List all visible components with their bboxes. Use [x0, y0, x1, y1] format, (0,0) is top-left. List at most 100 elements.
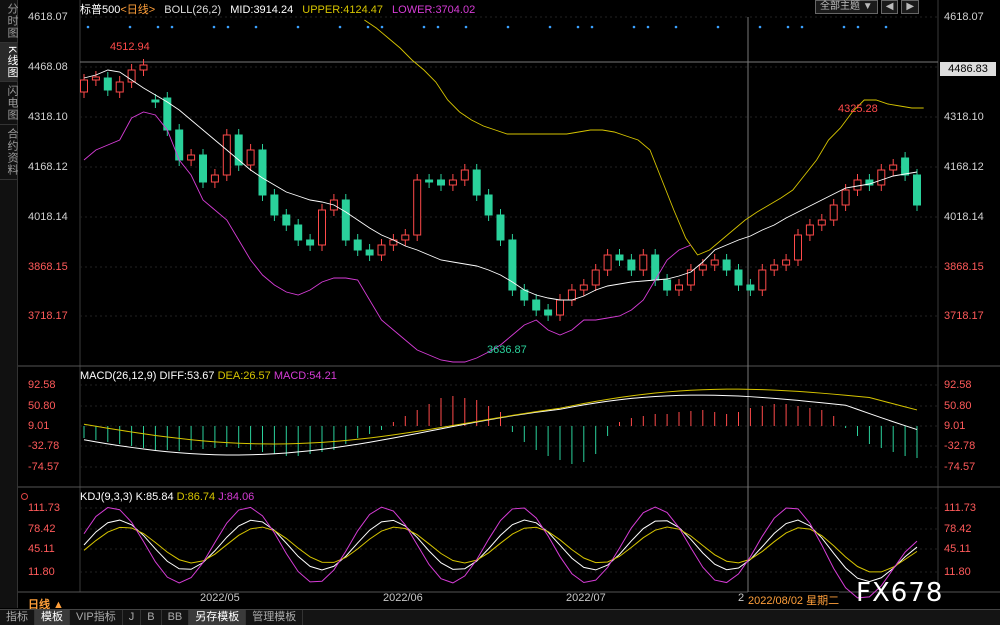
tab-timeshare[interactable]: 分时图	[0, 0, 18, 43]
candle-body	[199, 154, 207, 183]
bottom-tabs: 指标 模板 VIP指标 J B BB 另存模板 管理模板	[0, 609, 1000, 625]
current-price-tag: 4486.83	[940, 62, 996, 76]
y-left-1: 4468.08	[28, 61, 68, 73]
indicator-toggle-icon[interactable]	[21, 493, 28, 500]
kdj-yr-1: 78.42	[944, 523, 972, 535]
kdj-yr-3: 11.80	[944, 566, 971, 578]
signal-dot	[156, 25, 160, 29]
candle-body	[770, 264, 779, 271]
y-left-3: 4168.12	[28, 161, 68, 173]
candle-body	[758, 269, 767, 291]
tab-manage-template[interactable]: 管理模板	[246, 610, 304, 625]
candle-body	[80, 79, 88, 93]
macd-yr-1: 50.80	[944, 400, 972, 412]
macd-legend: MACD(26,12,9) DIFF:53.67 DEA:26.57 MACD:…	[80, 370, 337, 382]
macd-y-1: 50.80	[28, 400, 56, 412]
tab-save-template[interactable]: 另存模板	[189, 610, 247, 625]
signal-dot	[576, 25, 580, 29]
signal-dot	[254, 25, 258, 29]
candle-body	[794, 234, 802, 261]
prev-button[interactable]: ◀	[880, 0, 899, 14]
candle-body	[163, 97, 172, 131]
candle-body	[639, 254, 648, 271]
tab-indicator[interactable]: 指标	[0, 610, 35, 625]
candle-body	[615, 254, 624, 261]
macd-histogram	[83, 396, 918, 464]
candle-body	[222, 134, 231, 176]
y-left-6: 3718.17	[28, 310, 68, 322]
candle-body	[115, 81, 124, 93]
signal-dot	[338, 25, 342, 29]
signal-dot	[86, 25, 90, 29]
macd-value: MACD:54.21	[273, 370, 337, 382]
signal-dot	[548, 25, 552, 29]
tab-contract[interactable]: 合约资料	[0, 125, 18, 181]
candle-body	[686, 269, 695, 286]
toolbar-right: 全部主题 ▼ ◀ ▶	[815, 0, 922, 14]
signal-dot	[590, 25, 594, 29]
tab-b[interactable]: B	[141, 610, 162, 625]
y-right-2: 4318.10	[944, 111, 984, 123]
macd-y-3: -32.78	[28, 440, 60, 452]
signal-dot	[506, 25, 510, 29]
tab-kline[interactable]: K线图	[0, 43, 18, 83]
tab-template[interactable]: 模板	[35, 610, 70, 625]
signal-dot	[646, 25, 650, 29]
signal-dot	[674, 25, 678, 29]
candle-body	[413, 179, 422, 236]
signal-dot	[380, 25, 384, 29]
macd-yr-2: 9.01	[944, 420, 966, 432]
candle-body	[556, 299, 564, 316]
signal-dot	[800, 25, 804, 29]
tab-bb[interactable]: BB	[162, 610, 190, 625]
chevron-down-icon: ▼	[862, 1, 873, 12]
kdj-y-1: 78.42	[28, 523, 56, 535]
candle-body	[91, 76, 100, 81]
theme-label: 全部主题	[820, 1, 860, 12]
next-button[interactable]: ▶	[901, 0, 920, 14]
boll-label: BOLL(26,2)	[164, 4, 222, 16]
y-left-0: 4618.07	[28, 11, 68, 23]
date-label: 2022/06	[383, 592, 423, 604]
macd-diff: DIFF:53.67	[159, 370, 215, 382]
watermark: FX678	[856, 578, 944, 608]
tab-j[interactable]: J	[123, 610, 142, 625]
candle-body	[175, 129, 184, 161]
kdj-y-2: 45.11	[28, 543, 55, 555]
kdj-j: J:84.06	[218, 491, 255, 503]
y-right-0: 4618.07	[944, 11, 984, 23]
signal-dot	[716, 25, 720, 29]
candle-body	[829, 204, 838, 221]
period-selector[interactable]: 日线 ▲	[28, 599, 64, 611]
symbol-name: 标普500	[80, 4, 121, 16]
kdj-title: KDJ(9,3,3)	[80, 491, 133, 503]
kdj-k: K:85.84	[135, 491, 174, 503]
theme-select[interactable]: 全部主题 ▼	[815, 0, 878, 14]
y-right-4: 4018.14	[944, 211, 984, 223]
macd-dea-line	[83, 388, 918, 445]
candle-body	[805, 224, 814, 236]
candle-body	[282, 214, 291, 226]
tab-flash[interactable]: 闪电图	[0, 82, 18, 126]
boll-upper: UPPER:4124.47	[302, 4, 383, 16]
candle-body	[341, 199, 350, 241]
kdj-k-line	[83, 519, 918, 583]
main-legend: 标普500<日线> BOLL(26,2) MID:3914.24 UPPER:4…	[80, 1, 481, 16]
candle-body	[627, 259, 636, 271]
tab-vip-indicator[interactable]: VIP指标	[70, 610, 123, 625]
kdj-d: D:86.74	[176, 491, 216, 503]
candle-body	[306, 239, 315, 246]
candle-body	[734, 269, 743, 286]
candle-body	[127, 69, 136, 83]
candle-body	[377, 244, 386, 256]
macd-yr-4: -74.57	[944, 461, 976, 473]
period-tag[interactable]: <日线>	[120, 4, 156, 16]
candle-body	[437, 179, 445, 186]
candle-body	[270, 194, 279, 216]
candle-body	[258, 149, 267, 196]
date-label: 2	[738, 592, 745, 604]
kdj-legend: KDJ(9,3,3) K:85.84 D:86.74 J:84.06	[80, 491, 254, 503]
signal-dot	[128, 25, 132, 29]
